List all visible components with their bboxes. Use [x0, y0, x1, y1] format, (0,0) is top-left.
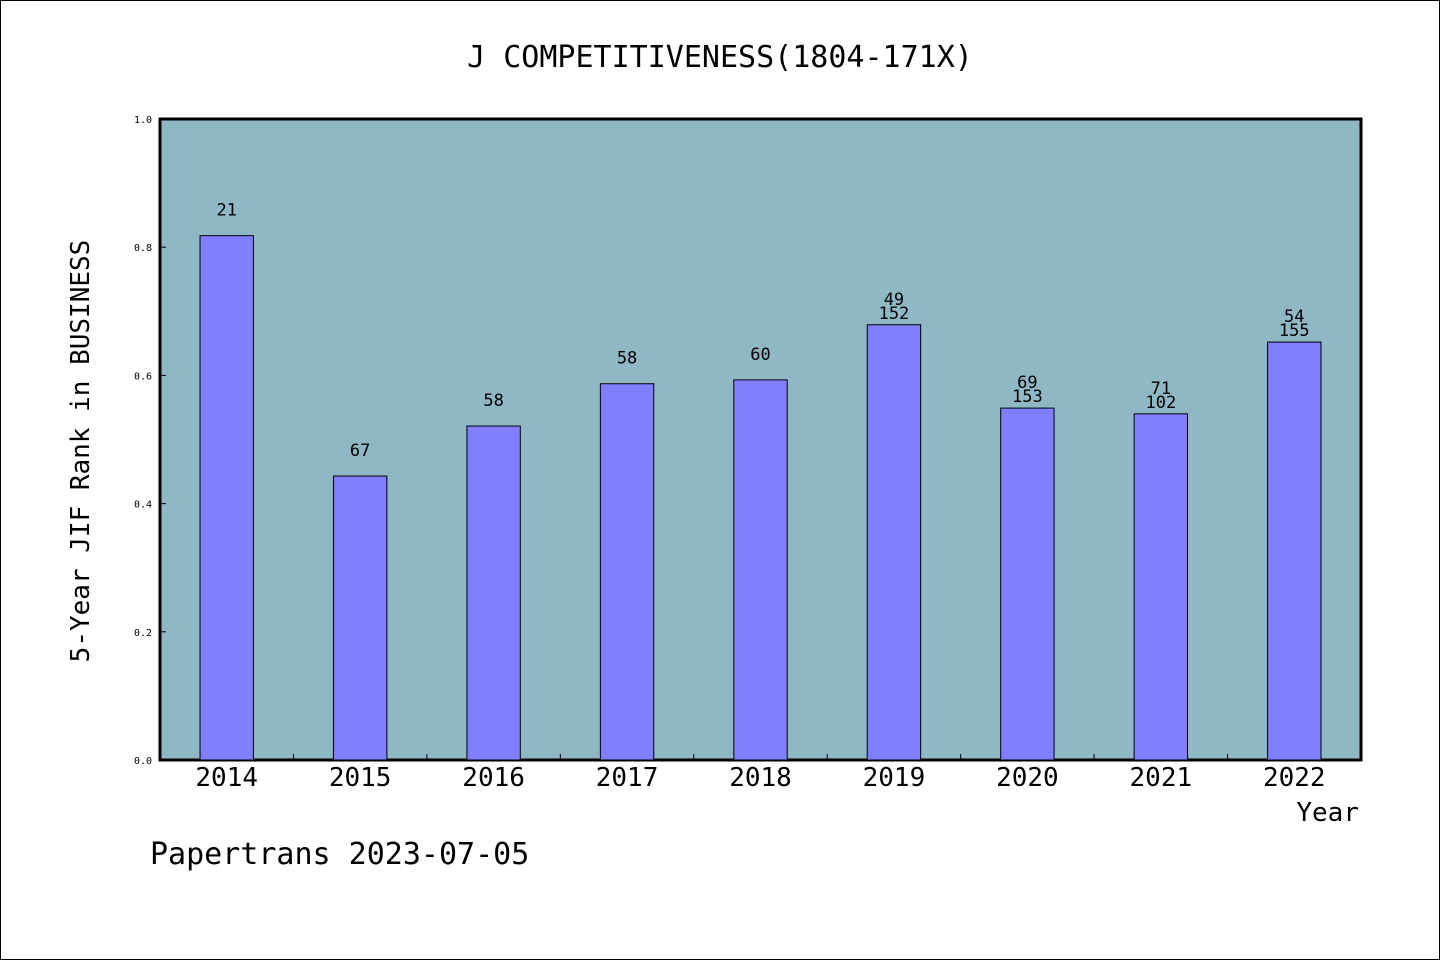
bar-2016 — [466, 425, 521, 761]
bar-label: 71 — [1151, 379, 1171, 399]
bar-label: 58 — [617, 349, 637, 369]
x-tick-label: 2015 — [329, 763, 392, 793]
x-tick-label: 2016 — [462, 763, 525, 793]
bar-2019 — [866, 324, 922, 761]
bar-label: 102 — [1145, 393, 1176, 413]
bar-label: 49 — [884, 290, 904, 310]
x-tick-label: 2018 — [729, 763, 792, 793]
chart-title: J COMPETITIVENESS(1804-171X) — [467, 40, 973, 75]
bar-2018 — [733, 379, 788, 761]
x-axis-label: Year — [1296, 798, 1359, 828]
x-tick-label: 2021 — [1130, 763, 1193, 793]
bar-2021 — [1133, 413, 1189, 761]
x-tick-label: 2019 — [863, 763, 926, 793]
bar-2020 — [1000, 407, 1055, 761]
y-tick-label: 0.2 — [134, 628, 152, 639]
bar-label: 69 — [1017, 373, 1037, 393]
y-tick-label: 0.0 — [134, 756, 152, 767]
y-tick-label: 0.8 — [134, 243, 152, 254]
bar-2017 — [599, 383, 655, 761]
bar-2014 — [199, 235, 254, 761]
bar-label: 58 — [483, 391, 503, 411]
bar-label: 54 — [1284, 307, 1304, 327]
footer-text: Papertrans 2023-07-05 — [150, 837, 529, 872]
y-axis: 0.0 0.2 0.4 0.6 0.8 1.0 — [134, 115, 166, 767]
bar-label: 155 — [1279, 321, 1310, 341]
bar-label: 67 — [350, 441, 370, 461]
x-tick-label: 2022 — [1263, 763, 1326, 793]
x-tick-label: 2014 — [195, 763, 258, 793]
bar-2022 — [1267, 341, 1322, 761]
y-tick-label: 1.0 — [134, 115, 152, 126]
x-tick-label: 2020 — [996, 763, 1059, 793]
y-tick-label: 0.6 — [134, 371, 152, 382]
y-axis-label: 5-Year JIF Rank in BUSINESS — [66, 240, 96, 663]
bar-label: 21 — [216, 201, 236, 221]
bar-label: 60 — [750, 345, 770, 365]
bar-label: 152 — [879, 304, 910, 324]
y-tick-label: 0.4 — [134, 500, 152, 511]
x-axis: 2014 2015 2016 2017 2018 2019 2020 2021 2022 — [195, 754, 1326, 793]
bar-2015 — [332, 475, 388, 761]
bar-label: 153 — [1012, 387, 1043, 407]
x-tick-label: 2017 — [596, 763, 659, 793]
